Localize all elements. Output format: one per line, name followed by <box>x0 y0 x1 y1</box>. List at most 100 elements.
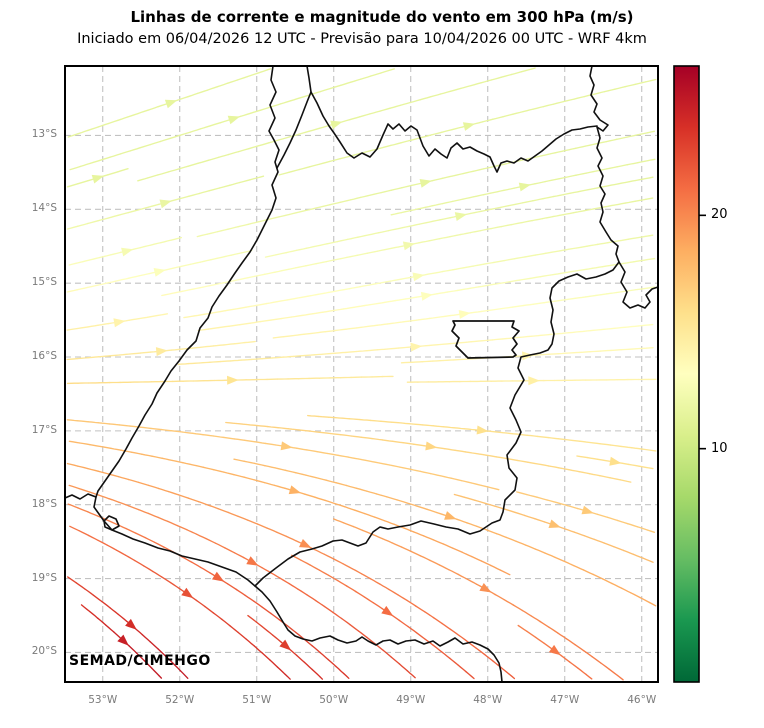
streamline-segment <box>139 426 152 430</box>
x-tick-label: 51°W <box>242 694 272 706</box>
streamline-segment <box>107 171 119 176</box>
streamline <box>332 518 624 681</box>
streamline-segment <box>483 502 496 507</box>
streamline-segment <box>89 610 99 619</box>
streamline-segment <box>117 116 129 121</box>
y-tick-label: 14°S <box>31 202 57 215</box>
streamline-segment <box>186 529 198 535</box>
streamline-segment <box>429 559 441 566</box>
streamline-segment <box>502 337 515 340</box>
streamline-segment <box>202 345 215 348</box>
streamline-segment <box>216 82 229 88</box>
streamline-segment <box>419 96 432 101</box>
streamline-segment <box>280 316 293 320</box>
streamline-segment <box>128 317 141 321</box>
streamline-segment <box>217 508 229 514</box>
streamline <box>69 525 291 680</box>
streamline-segment <box>253 462 266 467</box>
streamline-segment <box>270 317 282 321</box>
streamline <box>69 68 395 171</box>
streamline-segment <box>311 311 324 315</box>
streamline-segment <box>192 432 204 436</box>
x-tick-label: 48°W <box>473 694 503 706</box>
streamline-segment <box>357 630 368 638</box>
streamline-segment <box>648 601 657 607</box>
streamline-segment <box>394 298 407 302</box>
streamline-segment <box>353 304 366 308</box>
streamline-segment <box>616 290 628 294</box>
streamline-segment <box>380 189 393 194</box>
streamline-segment <box>366 324 379 328</box>
streamline-segment <box>406 502 418 507</box>
streamline-segment <box>221 618 231 627</box>
streamline-segment <box>315 599 326 608</box>
streamline-segment <box>109 251 121 256</box>
streamline-segment <box>480 309 493 313</box>
streamline-segment <box>193 313 206 317</box>
streamline-segment <box>636 132 649 136</box>
streamline-segment <box>307 414 319 418</box>
streamline-segment <box>66 225 79 230</box>
streamline-segment <box>500 73 513 78</box>
streamline-segment <box>617 326 629 329</box>
streamline-segment <box>390 421 403 424</box>
streamline-segment <box>388 227 400 232</box>
streamline <box>67 68 272 138</box>
streamline-segment <box>235 422 248 426</box>
streamline-arrowhead <box>419 179 432 188</box>
streamline-segment <box>285 535 297 542</box>
streamline-segment <box>430 472 442 477</box>
streamline-segment <box>458 634 469 643</box>
streamline-segment <box>199 259 212 263</box>
streamline-segment <box>284 267 297 271</box>
streamline-segment <box>277 427 290 430</box>
streamline-segment <box>422 424 434 427</box>
streamline-arrowhead <box>548 644 561 656</box>
streamline-segment <box>397 320 410 324</box>
streamline-segment <box>634 198 647 202</box>
streamline-segment <box>379 107 391 112</box>
streamline <box>68 440 511 576</box>
streamline-segment <box>198 190 211 195</box>
streamline-segment <box>390 211 403 216</box>
streamline-segment <box>557 632 568 640</box>
streamline-segment <box>247 221 260 225</box>
streamline-segment <box>335 665 345 675</box>
streamline-segment <box>161 292 173 297</box>
streamline-segment <box>413 531 425 537</box>
streamline-segment <box>488 282 500 286</box>
streamline-segment <box>147 512 159 519</box>
streamline-segment <box>87 220 99 225</box>
streamline-segment <box>398 225 410 230</box>
state-border-line <box>65 493 97 500</box>
streamline-segment <box>87 284 99 289</box>
streamline-segment <box>288 211 301 216</box>
streamline-segment <box>537 463 549 467</box>
streamline-segment <box>259 175 265 178</box>
streamline-segment <box>614 202 626 206</box>
streamline-segment <box>441 269 454 273</box>
streamline-segment <box>199 125 212 130</box>
streamline-segment <box>376 493 388 498</box>
streamline-segment <box>66 462 79 467</box>
streamline-segment <box>411 207 423 211</box>
streamline-segment <box>380 420 393 423</box>
streamline-segment <box>351 568 363 575</box>
streamline-segment <box>356 252 369 256</box>
streamline-segment <box>457 664 467 673</box>
streamline-segment <box>421 205 433 209</box>
streamline-segment <box>137 508 149 515</box>
streamline-segment <box>101 600 111 609</box>
streamline-segment <box>255 621 266 630</box>
streamline-segment <box>522 108 534 113</box>
streamline-segment <box>106 519 118 525</box>
streamline-segment <box>439 342 452 346</box>
streamline-segment <box>514 511 526 517</box>
streamline-segment <box>191 346 204 349</box>
streamline-segment <box>452 547 463 553</box>
streamline-segment <box>562 212 575 216</box>
streamline <box>66 175 265 230</box>
streamline-segment <box>442 359 455 362</box>
streamline-arrowhead <box>528 376 540 386</box>
